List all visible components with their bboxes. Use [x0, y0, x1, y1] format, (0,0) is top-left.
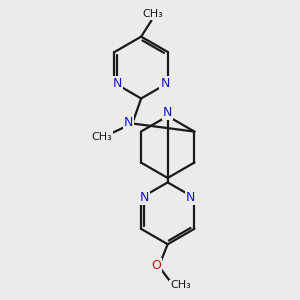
Text: CH₃: CH₃	[91, 132, 112, 142]
Text: N: N	[160, 76, 170, 89]
Text: CH₃: CH₃	[170, 280, 191, 290]
Text: N: N	[124, 116, 134, 128]
Text: N: N	[163, 106, 172, 119]
Text: N: N	[112, 76, 122, 89]
Text: N: N	[186, 191, 196, 204]
Text: CH₃: CH₃	[142, 9, 163, 19]
Text: O: O	[152, 259, 161, 272]
Text: N: N	[140, 191, 149, 204]
